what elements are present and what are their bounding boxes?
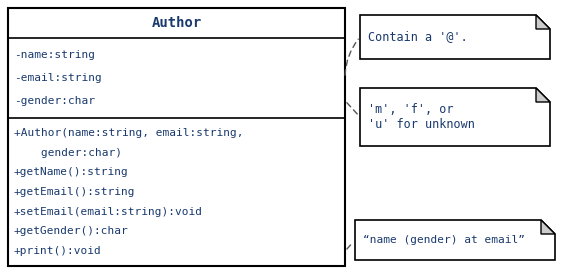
Polygon shape xyxy=(536,88,550,102)
Text: “name (gender) at email”: “name (gender) at email” xyxy=(363,235,525,245)
Polygon shape xyxy=(360,15,550,59)
Polygon shape xyxy=(355,220,555,260)
Text: Contain a '@'.: Contain a '@'. xyxy=(368,30,468,44)
Text: Author: Author xyxy=(152,16,202,30)
Text: +getName():string: +getName():string xyxy=(14,167,129,177)
Text: +getEmail():string: +getEmail():string xyxy=(14,187,136,197)
Text: 'm', 'f', or
'u' for unknown: 'm', 'f', or 'u' for unknown xyxy=(368,103,475,131)
Text: gender:char): gender:char) xyxy=(14,148,122,158)
Text: -name:string: -name:string xyxy=(14,50,95,60)
Text: +print():void: +print():void xyxy=(14,246,102,256)
Text: -email:string: -email:string xyxy=(14,73,102,83)
Polygon shape xyxy=(360,88,550,146)
Text: +setEmail(email:string):void: +setEmail(email:string):void xyxy=(14,207,203,217)
Bar xyxy=(8,8,345,266)
Text: +getGender():char: +getGender():char xyxy=(14,226,129,236)
Text: -gender:char: -gender:char xyxy=(14,96,95,106)
Polygon shape xyxy=(536,15,550,29)
Text: +Author(name:string, email:string,: +Author(name:string, email:string, xyxy=(14,128,244,138)
Polygon shape xyxy=(541,220,555,234)
